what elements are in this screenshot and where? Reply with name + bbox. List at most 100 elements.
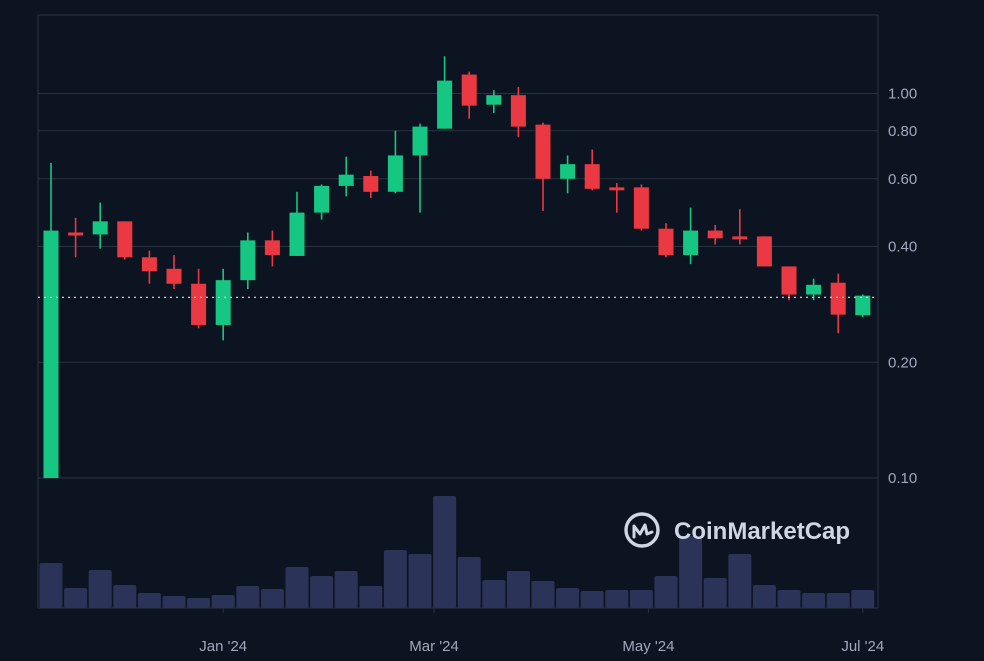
y-tick-label: 0.10 xyxy=(888,470,917,487)
candle xyxy=(806,278,822,301)
candle xyxy=(92,202,108,249)
candle xyxy=(412,123,428,213)
candle xyxy=(732,209,748,245)
candle-body xyxy=(117,221,133,258)
candle-body xyxy=(437,80,453,129)
coinmarketcap-logo-icon xyxy=(624,512,660,548)
candle-body xyxy=(732,236,748,240)
candle-body xyxy=(314,185,330,213)
volume-bar xyxy=(752,585,776,608)
volume-bar xyxy=(113,585,137,608)
candle xyxy=(240,232,256,290)
candle-body xyxy=(609,187,625,191)
candle xyxy=(609,183,625,213)
candle-body xyxy=(191,283,207,325)
candle-body xyxy=(289,212,305,256)
candle-body xyxy=(584,164,600,189)
volume-bar xyxy=(605,590,629,608)
candle-body xyxy=(855,295,871,316)
candle-body xyxy=(830,282,846,315)
candle-body xyxy=(215,280,231,325)
volume-bar xyxy=(851,590,875,608)
volume-bar xyxy=(556,588,580,608)
candle xyxy=(191,268,207,329)
x-tick-label: Jul '24 xyxy=(841,638,884,655)
x-axis-labels: Jan '24 Mar '24 May '24 Jul '24 xyxy=(199,608,884,655)
y-tick-label: 1.00 xyxy=(888,85,917,102)
candle-body xyxy=(658,228,674,256)
candle-body xyxy=(535,124,551,179)
candle-body xyxy=(756,236,772,267)
candle-body xyxy=(166,268,182,284)
candle xyxy=(68,217,84,258)
volume-bar xyxy=(260,589,284,608)
volume-bar xyxy=(826,593,850,608)
candle-body xyxy=(92,221,108,235)
candle xyxy=(117,221,133,260)
candle-body xyxy=(510,95,526,127)
candle-body xyxy=(683,230,699,256)
candle xyxy=(658,223,674,258)
volume-bar xyxy=(629,590,653,608)
watermark-text: CoinMarketCap xyxy=(674,518,850,545)
watermark: CoinMarketCap xyxy=(624,512,850,548)
candle-body xyxy=(806,284,822,295)
x-tick-label: Jan '24 xyxy=(199,638,247,655)
candle-body xyxy=(486,95,502,105)
volume-bar xyxy=(703,578,727,608)
candle xyxy=(633,184,649,231)
candle-body xyxy=(781,266,797,295)
volume-bar xyxy=(187,598,211,608)
candle-body xyxy=(387,155,403,192)
volume-bar xyxy=(39,563,63,608)
volume-bar xyxy=(654,576,678,608)
candle xyxy=(560,155,576,194)
candle-body xyxy=(707,230,723,239)
candle xyxy=(486,90,502,113)
volume-bar xyxy=(64,588,88,608)
candle-body xyxy=(560,164,576,179)
candle xyxy=(535,122,551,211)
candle xyxy=(363,170,379,198)
volume-bar xyxy=(211,595,235,608)
y-axis-labels: 1.00 0.80 0.60 0.40 0.20 0.10 xyxy=(888,85,917,487)
candle-body xyxy=(412,126,428,156)
x-tick-label: Mar '24 xyxy=(409,638,459,655)
candle xyxy=(338,156,354,197)
candle-body xyxy=(338,174,354,186)
volume-bars xyxy=(39,496,875,608)
candle-body xyxy=(633,187,649,229)
volume-bar xyxy=(236,586,260,608)
candle xyxy=(43,162,59,478)
candle xyxy=(510,86,526,138)
candle xyxy=(215,268,231,341)
candle-body xyxy=(264,240,280,256)
volume-bar xyxy=(88,570,112,608)
candle-body xyxy=(68,232,84,236)
candle xyxy=(756,236,772,267)
volume-bar xyxy=(482,580,506,608)
candle xyxy=(707,224,723,245)
y-tick-label: 0.80 xyxy=(888,123,917,140)
candle-body xyxy=(461,74,477,106)
volume-bar xyxy=(408,554,432,608)
candle xyxy=(781,266,797,301)
volume-bar xyxy=(506,571,530,608)
volume-bar xyxy=(777,590,801,608)
volume-bar xyxy=(580,591,604,608)
candle xyxy=(584,149,600,191)
candle xyxy=(314,184,330,220)
volume-bar xyxy=(679,536,703,608)
y-tick-label: 0.60 xyxy=(888,171,917,188)
candle-body xyxy=(363,176,379,192)
candle xyxy=(166,255,182,290)
volume-bar xyxy=(137,593,161,608)
volume-bar xyxy=(285,567,309,608)
candle xyxy=(387,130,403,194)
volume-bar xyxy=(359,586,383,608)
x-tick-label: May '24 xyxy=(622,638,674,655)
volume-bar xyxy=(310,576,334,608)
volume-bar xyxy=(728,554,752,608)
